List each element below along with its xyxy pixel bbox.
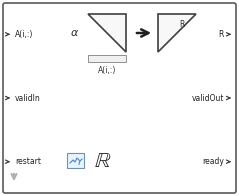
Text: restart: restart xyxy=(15,157,41,166)
Text: validIn: validIn xyxy=(15,93,41,103)
Text: $\mathbb{R}$: $\mathbb{R}$ xyxy=(94,151,111,171)
Polygon shape xyxy=(158,14,196,52)
Text: A(i,:): A(i,:) xyxy=(98,65,116,74)
Text: α: α xyxy=(70,28,78,38)
Bar xyxy=(88,55,126,62)
Text: A(i,:): A(i,:) xyxy=(15,30,33,39)
FancyBboxPatch shape xyxy=(3,3,236,193)
Text: fi: fi xyxy=(78,161,81,166)
Text: R: R xyxy=(179,20,184,29)
Text: ready: ready xyxy=(202,157,224,166)
Text: validOut: validOut xyxy=(191,93,224,103)
Polygon shape xyxy=(88,14,126,52)
Text: R: R xyxy=(219,30,224,39)
FancyBboxPatch shape xyxy=(67,152,85,168)
